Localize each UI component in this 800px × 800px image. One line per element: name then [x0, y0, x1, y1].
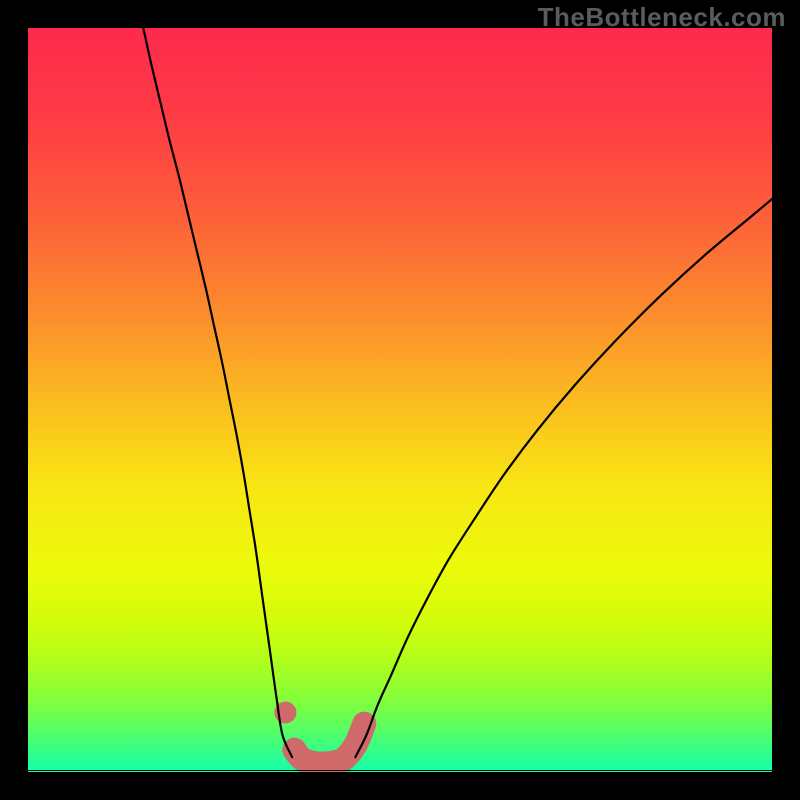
highlight-valley-stroke [294, 724, 364, 764]
curve-left [143, 28, 292, 757]
watermark-text: TheBottleneck.com [538, 2, 786, 33]
chart-plot-area [28, 28, 772, 772]
chart-svg [28, 28, 772, 772]
curve-right [355, 199, 772, 757]
